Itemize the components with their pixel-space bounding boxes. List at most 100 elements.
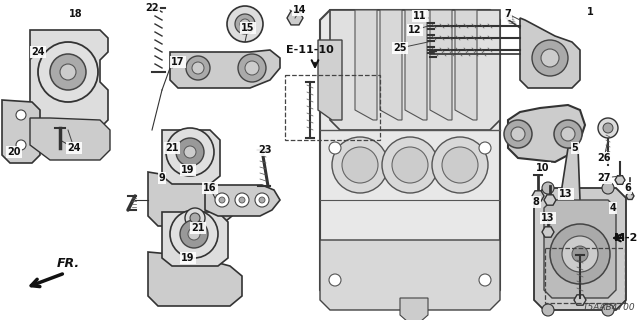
Circle shape	[238, 54, 266, 82]
Polygon shape	[330, 10, 500, 130]
Polygon shape	[558, 148, 580, 212]
Circle shape	[176, 138, 204, 166]
Text: 21: 21	[191, 223, 205, 233]
Circle shape	[342, 147, 378, 183]
Circle shape	[259, 197, 265, 203]
Circle shape	[16, 140, 26, 150]
Polygon shape	[544, 195, 556, 205]
Circle shape	[185, 208, 205, 228]
Text: 7: 7	[504, 9, 511, 19]
Circle shape	[542, 304, 554, 316]
Text: 4: 4	[610, 203, 616, 213]
Text: 10: 10	[536, 163, 550, 173]
Circle shape	[329, 274, 341, 286]
Polygon shape	[380, 10, 402, 120]
Text: 11: 11	[413, 11, 427, 21]
Polygon shape	[455, 10, 477, 120]
Circle shape	[186, 56, 210, 80]
Polygon shape	[287, 11, 303, 25]
Circle shape	[227, 6, 263, 42]
Text: 20: 20	[7, 147, 20, 157]
Circle shape	[479, 142, 491, 154]
Circle shape	[504, 120, 532, 148]
Circle shape	[239, 197, 245, 203]
Circle shape	[38, 42, 98, 102]
Polygon shape	[320, 240, 500, 310]
Circle shape	[245, 61, 259, 75]
Text: 12: 12	[408, 25, 422, 35]
Bar	[285, 75, 380, 140]
Polygon shape	[626, 193, 634, 199]
Circle shape	[170, 210, 218, 258]
Circle shape	[602, 182, 614, 194]
Circle shape	[542, 182, 554, 194]
Polygon shape	[318, 40, 342, 120]
Circle shape	[550, 224, 610, 284]
Circle shape	[219, 197, 225, 203]
Polygon shape	[574, 295, 586, 305]
Text: 22: 22	[145, 3, 159, 13]
Text: 15: 15	[241, 23, 255, 33]
Bar	[545, 248, 625, 303]
Text: 18: 18	[69, 9, 83, 19]
Polygon shape	[400, 298, 428, 320]
Circle shape	[561, 127, 575, 141]
Circle shape	[392, 147, 428, 183]
Circle shape	[541, 49, 559, 67]
Text: 8: 8	[532, 197, 540, 207]
Circle shape	[166, 128, 214, 176]
Text: 9: 9	[159, 173, 165, 183]
Polygon shape	[148, 252, 242, 306]
Polygon shape	[532, 191, 544, 201]
Circle shape	[180, 220, 208, 248]
Circle shape	[188, 228, 200, 240]
Text: 1: 1	[587, 7, 593, 17]
Circle shape	[532, 40, 568, 76]
Circle shape	[572, 246, 588, 262]
Circle shape	[332, 137, 388, 193]
Polygon shape	[148, 172, 232, 226]
Circle shape	[184, 146, 196, 158]
Circle shape	[235, 14, 255, 34]
Polygon shape	[544, 200, 616, 298]
Text: 6: 6	[625, 183, 632, 193]
Text: 19: 19	[181, 253, 195, 263]
Polygon shape	[162, 212, 228, 266]
Circle shape	[190, 213, 200, 223]
Text: 27: 27	[597, 173, 611, 183]
Circle shape	[432, 137, 488, 193]
Text: E-11-10: E-11-10	[286, 45, 334, 55]
Circle shape	[603, 123, 613, 133]
Circle shape	[50, 54, 86, 90]
Text: 25: 25	[393, 43, 407, 53]
Circle shape	[382, 137, 438, 193]
Polygon shape	[2, 100, 40, 163]
Polygon shape	[508, 105, 585, 162]
Text: 23: 23	[259, 145, 272, 155]
Text: 21: 21	[165, 143, 179, 153]
Text: FR.: FR.	[57, 257, 80, 270]
Text: 24: 24	[67, 143, 81, 153]
Polygon shape	[542, 227, 554, 237]
Text: 17: 17	[172, 57, 185, 67]
Circle shape	[442, 147, 478, 183]
Circle shape	[240, 19, 250, 29]
Polygon shape	[162, 130, 220, 184]
Text: 13: 13	[541, 213, 555, 223]
Circle shape	[16, 110, 26, 120]
Text: 13: 13	[559, 189, 573, 199]
Circle shape	[479, 274, 491, 286]
Text: 16: 16	[204, 183, 217, 193]
Text: 24: 24	[31, 47, 45, 57]
Polygon shape	[30, 30, 108, 128]
Polygon shape	[405, 10, 427, 120]
Polygon shape	[430, 10, 452, 120]
Circle shape	[192, 62, 204, 74]
Polygon shape	[615, 176, 625, 184]
Polygon shape	[520, 18, 580, 88]
Circle shape	[60, 64, 76, 80]
Text: 19: 19	[181, 165, 195, 175]
Circle shape	[511, 127, 525, 141]
Text: T5AAB4700: T5AAB4700	[582, 303, 635, 312]
Text: 26: 26	[597, 153, 611, 163]
